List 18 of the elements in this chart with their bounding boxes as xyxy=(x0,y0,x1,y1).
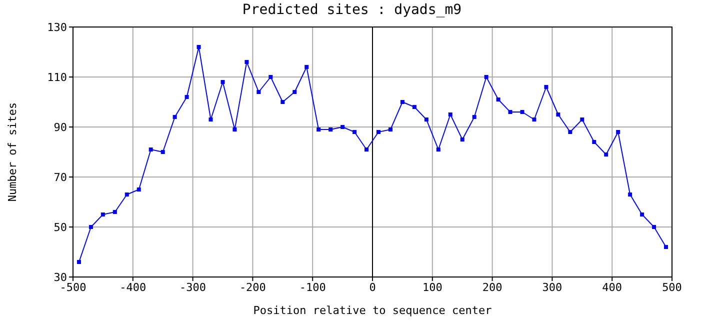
x-tick-label: 500 xyxy=(662,280,682,294)
chart-title: Predicted sites : dyads_m9 xyxy=(241,2,463,18)
y-tick-label: 130 xyxy=(47,20,67,34)
x-tick-label: -200 xyxy=(239,280,266,294)
y-tick-label: 50 xyxy=(54,220,67,234)
y-axis-title: Number of sites xyxy=(6,102,19,202)
y-tick-label: 90 xyxy=(54,120,67,134)
x-tick-label: 300 xyxy=(542,280,562,294)
x-axis-title: Position relative to sequence center xyxy=(253,304,492,317)
x-tick-label: 200 xyxy=(482,280,502,294)
y-tick-label: 70 xyxy=(54,170,67,184)
x-tick-label: 400 xyxy=(602,280,622,294)
x-tick-label: -400 xyxy=(120,280,146,294)
x-tick-label: 100 xyxy=(422,280,442,294)
x-tick-label: -100 xyxy=(299,280,326,294)
y-tick-label: 110 xyxy=(47,70,67,84)
x-tick-label: -300 xyxy=(180,280,206,294)
x-tick-label: 0 xyxy=(369,280,376,294)
